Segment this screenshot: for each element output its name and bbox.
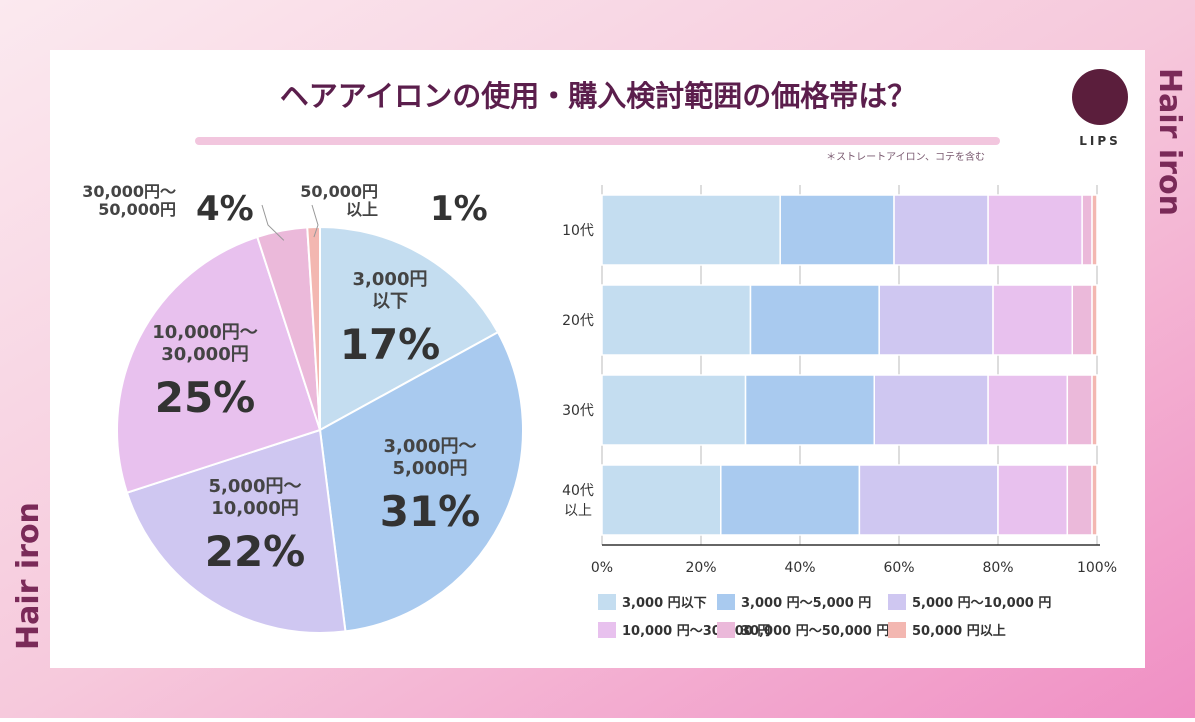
bar-segment [1066,464,1093,536]
legend-swatch [717,594,735,610]
legend-swatch [888,594,906,610]
bar-segment [987,374,1069,446]
slice-label: 10,000円 [211,498,298,519]
legend-label: 3,000 円以下 [622,596,707,611]
x-tick-label: 100% [1077,560,1117,576]
slice-label: 30,000円 [161,344,248,365]
slice-label: 以下 [372,291,408,312]
y-tick-label: 40代 [562,483,594,499]
x-tick-label: 20% [685,560,716,576]
bar-segment [601,284,752,356]
pie-slice [306,225,321,431]
slice-value-label: 1% [430,189,488,229]
bar-segment [1091,464,1098,536]
bar-segment [601,374,747,446]
pie-slice [116,235,322,494]
legend-swatch [598,594,616,610]
bar-segment [878,284,994,356]
bar-segment [601,194,781,266]
bar-segment [720,464,861,536]
bar-segment [987,194,1083,266]
bar-segment [1071,284,1093,356]
slice-label: 30,000円～ [82,182,176,201]
bar-segment [1091,194,1098,266]
legend-label: 5,000 円～10,000 円 [912,596,1051,611]
legend-swatch [888,622,906,638]
slice-label: 10,000円～ [152,322,257,343]
slice-value-label: 4% [196,189,254,229]
legend-label: 30,000 円～50,000 円 [741,624,889,639]
bar-segment [873,374,989,446]
bar-segment [601,464,722,536]
bar-segment [779,194,895,266]
pie-slice [318,330,524,633]
bar-segment [992,284,1073,356]
leader-line [311,204,319,238]
y-tick-label: 以上 [564,503,592,519]
slice-value-label: 22% [205,527,306,576]
y-tick-label: 30代 [562,403,594,419]
pie-slice [319,225,500,432]
bar-segment [997,464,1069,536]
slice-label: 3,000円～ [384,436,477,457]
bar-segment [1091,284,1098,356]
x-tick-label: 60% [883,560,914,576]
slice-label: 5,000円 [393,458,468,479]
y-tick-label: 10代 [562,223,594,239]
title: ヘアアイロンの使用・購入検討範囲の価格帯は？ [280,79,917,113]
legend-swatch [598,622,616,638]
logo-mark [1072,69,1128,125]
slice-label: 5,000円～ [209,476,302,497]
note: ＊ストレートアイロン、コテを含む [826,150,985,163]
pie-slice [125,428,347,634]
bar-segment [749,284,880,356]
y-tick-label: 20代 [562,313,594,329]
legend-label: 3,000 円～5,000 円 [741,596,871,611]
bar-segment [893,194,989,266]
bar-segment [1091,374,1098,446]
slice-label: 50,000円 [300,182,378,201]
bar-segment [1081,194,1093,266]
title-underline [195,137,1000,145]
slice-label: 50,000円 [98,200,176,219]
slice-label: 以上 [346,200,378,219]
bar-segment [744,374,875,446]
x-tick-label: 0% [591,560,613,576]
legend-label: 50,000 円以上 [912,624,1006,639]
slice-label: 3,000円 [353,269,428,290]
slice-value-label: 31% [380,487,481,536]
side-text: Hair iron [1152,68,1187,216]
x-tick-label: 40% [784,560,815,576]
bar-segment [858,464,999,536]
legend-swatch [717,622,735,638]
slice-value-label: 17% [340,320,441,369]
bar-segment [1066,374,1093,446]
x-tick-label: 80% [982,560,1013,576]
slice-value-label: 25% [155,373,256,422]
brand: LIPS [1079,134,1121,148]
side-text: Hair iron [11,502,46,650]
leader-line [261,204,285,241]
